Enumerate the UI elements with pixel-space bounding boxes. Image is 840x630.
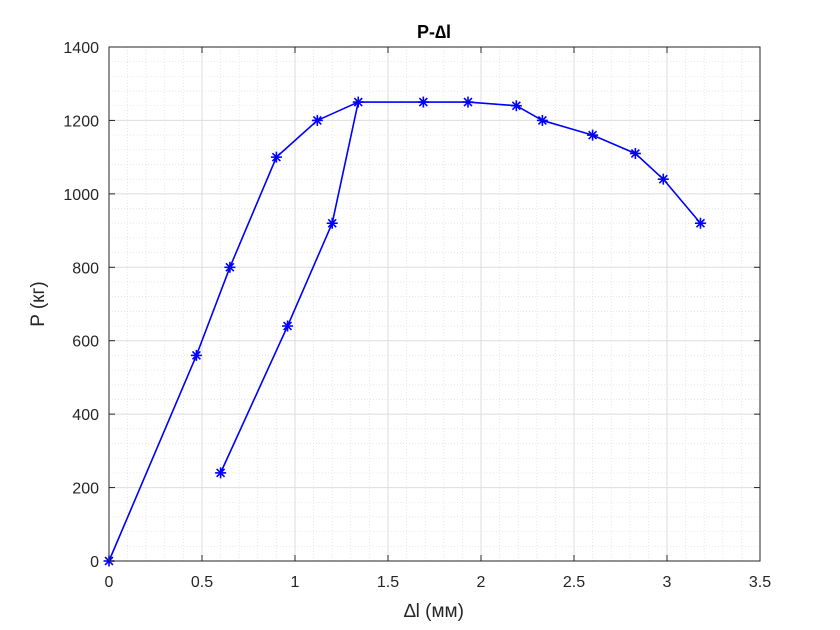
x-tick-label: 1 bbox=[291, 574, 300, 591]
marker-stroke bbox=[630, 148, 640, 158]
data-point-marker bbox=[326, 217, 338, 229]
data-point-marker bbox=[215, 467, 227, 479]
marker-stroke bbox=[327, 218, 337, 228]
marker-stroke bbox=[271, 152, 281, 162]
data-point-marker bbox=[587, 129, 599, 141]
marker-stroke bbox=[216, 468, 226, 478]
data-point-marker bbox=[282, 320, 294, 332]
marker-stroke bbox=[312, 115, 322, 125]
marker-stroke bbox=[658, 174, 668, 184]
data-point-marker bbox=[510, 100, 522, 112]
marker-stroke bbox=[191, 350, 201, 360]
chart-title: P-∆l bbox=[417, 22, 451, 42]
data-point-marker bbox=[270, 151, 282, 163]
y-tick-label: 1400 bbox=[63, 40, 99, 57]
x-axis-title: ∆l (мм) bbox=[404, 601, 464, 622]
y-tick-label: 1000 bbox=[63, 187, 99, 204]
data-point-marker bbox=[536, 114, 548, 126]
y-tick-labels: 0 200 400 600 800 1000 1200 1400 bbox=[63, 40, 99, 571]
y-tick-label: 400 bbox=[72, 407, 99, 424]
x-tick-label: 2 bbox=[477, 574, 486, 591]
marker-stroke bbox=[418, 97, 428, 107]
x-tick-label: 3 bbox=[663, 574, 672, 591]
marker-stroke bbox=[353, 97, 363, 107]
data-point-marker bbox=[657, 173, 669, 185]
y-tick-label: 200 bbox=[72, 481, 99, 498]
data-point-marker bbox=[224, 261, 236, 273]
minor-grid bbox=[109, 47, 760, 561]
x-tick-label: 3.5 bbox=[749, 574, 771, 591]
plot-frame bbox=[108, 46, 761, 562]
x-tick-label: 2.5 bbox=[563, 574, 585, 591]
data-point-marker bbox=[311, 114, 323, 126]
y-tick-label: 0 bbox=[90, 554, 99, 571]
data-point-marker bbox=[190, 349, 202, 361]
plot-background bbox=[109, 47, 760, 561]
x-tick-label: 1.5 bbox=[377, 574, 399, 591]
marker-layer bbox=[103, 96, 706, 567]
y-tick-label: 1200 bbox=[63, 113, 99, 130]
data-point-marker bbox=[629, 147, 641, 159]
marker-stroke bbox=[695, 218, 706, 228]
data-point-marker bbox=[462, 96, 474, 108]
data-point-marker bbox=[352, 96, 364, 108]
data-point-marker bbox=[694, 217, 706, 229]
marker-stroke bbox=[511, 101, 521, 111]
y-tick-label: 600 bbox=[72, 334, 99, 351]
data-point-marker bbox=[417, 96, 429, 108]
axis-ticks bbox=[108, 46, 761, 562]
y-axis-title: P (кг) bbox=[28, 281, 49, 327]
marker-stroke bbox=[225, 262, 235, 272]
y-tick-label: 800 bbox=[72, 260, 99, 277]
x-tick-label: 0.5 bbox=[191, 574, 213, 591]
x-tick-label: 0 bbox=[105, 574, 114, 591]
marker-stroke bbox=[283, 321, 293, 331]
marker-stroke bbox=[537, 115, 547, 125]
marker-stroke bbox=[588, 130, 598, 140]
x-tick-labels: 0 0.5 1 1.5 2 2.5 3 3.5 bbox=[105, 574, 772, 591]
marker-stroke bbox=[463, 97, 473, 107]
